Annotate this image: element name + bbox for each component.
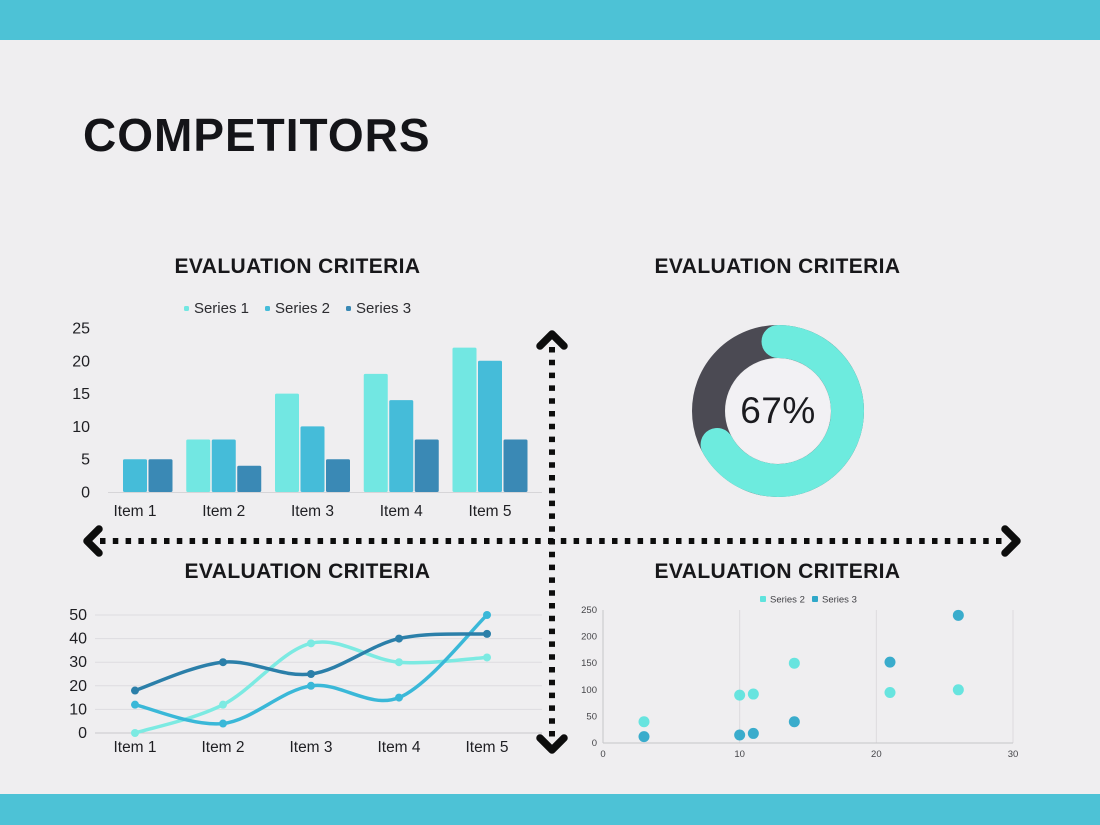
svg-text:40: 40 xyxy=(69,631,87,648)
scatter-chart: 0 10 20 30 0 50 100 150 200 250 Series 2 Series 3 xyxy=(581,595,1019,761)
svg-text:20: 20 xyxy=(871,749,882,760)
svg-text:Item 5: Item 5 xyxy=(468,503,511,520)
svg-text:20: 20 xyxy=(72,353,90,370)
series1-swatch-icon xyxy=(183,306,189,311)
donut-chart xyxy=(692,325,864,497)
svg-text:Item 3: Item 3 xyxy=(291,503,334,520)
donut-center-label: 67% xyxy=(740,390,816,431)
legend-label-series1: Series 1 xyxy=(193,300,249,317)
donut-chart-title: EVALUATION CRITERIA xyxy=(654,255,901,278)
svg-text:250: 250 xyxy=(581,605,597,616)
scatter-chart-title: EVALUATION CRITERIA xyxy=(654,560,901,583)
legend-item-series3: Series 3 xyxy=(346,300,411,317)
svg-text:10: 10 xyxy=(72,419,90,436)
svg-text:0: 0 xyxy=(81,485,90,502)
svg-text:30: 30 xyxy=(69,654,87,671)
legend-item-series2: Series 2 xyxy=(264,300,331,317)
svg-text:100: 100 xyxy=(581,685,597,696)
svg-text:5: 5 xyxy=(81,452,90,469)
svg-text:50: 50 xyxy=(586,711,597,722)
svg-text:200: 200 xyxy=(581,632,597,643)
page-title: COMPETITORS xyxy=(83,109,431,161)
svg-text:25: 25 xyxy=(72,321,90,338)
svg-text:Item 2: Item 2 xyxy=(201,739,244,756)
bar-chart-legend: Series 1 Series 2 Series 3 xyxy=(110,300,485,317)
svg-text:Item 1: Item 1 xyxy=(113,503,156,520)
svg-text:Item 4: Item 4 xyxy=(377,739,420,756)
line-chart-title: EVALUATION CRITERIA xyxy=(184,560,431,583)
svg-text:Item 3: Item 3 xyxy=(289,739,332,756)
bar-chart: 0 5 10 15 20 25 Item 1 Item 2 Item 3 Item 4 Item 5 xyxy=(72,321,542,520)
top-accent-bar xyxy=(0,0,1100,40)
legend-label-series3: Series 3 xyxy=(356,300,412,317)
line-chart: 0 10 20 30 40 50 Item 1 Item 2 Item 3 Item 4 Item … xyxy=(69,607,542,756)
svg-text:150: 150 xyxy=(581,658,597,669)
svg-text:Series 3: Series 3 xyxy=(822,595,857,606)
series2-swatch-icon xyxy=(264,306,270,311)
svg-text:0: 0 xyxy=(78,725,87,742)
series3-swatch-icon xyxy=(346,306,352,311)
bottom-accent-bar xyxy=(0,794,1100,825)
svg-text:Item 4: Item 4 xyxy=(380,503,423,520)
svg-text:Series 2: Series 2 xyxy=(770,595,805,606)
legend-item-series1: Series 1 xyxy=(183,300,249,317)
bar-chart-title: EVALUATION CRITERIA xyxy=(174,255,421,278)
svg-text:Item 5: Item 5 xyxy=(465,739,508,756)
svg-text:10: 10 xyxy=(69,701,87,718)
svg-text:0: 0 xyxy=(592,738,597,749)
svg-text:15: 15 xyxy=(72,386,90,403)
svg-text:50: 50 xyxy=(69,607,87,624)
svg-text:30: 30 xyxy=(1008,749,1019,760)
svg-text:20: 20 xyxy=(69,678,87,695)
legend-label-series2: Series 2 xyxy=(274,300,331,317)
svg-text:0: 0 xyxy=(600,749,605,760)
svg-text:Item 2: Item 2 xyxy=(202,503,245,520)
svg-text:10: 10 xyxy=(734,749,745,760)
svg-text:Item 1: Item 1 xyxy=(113,739,156,756)
